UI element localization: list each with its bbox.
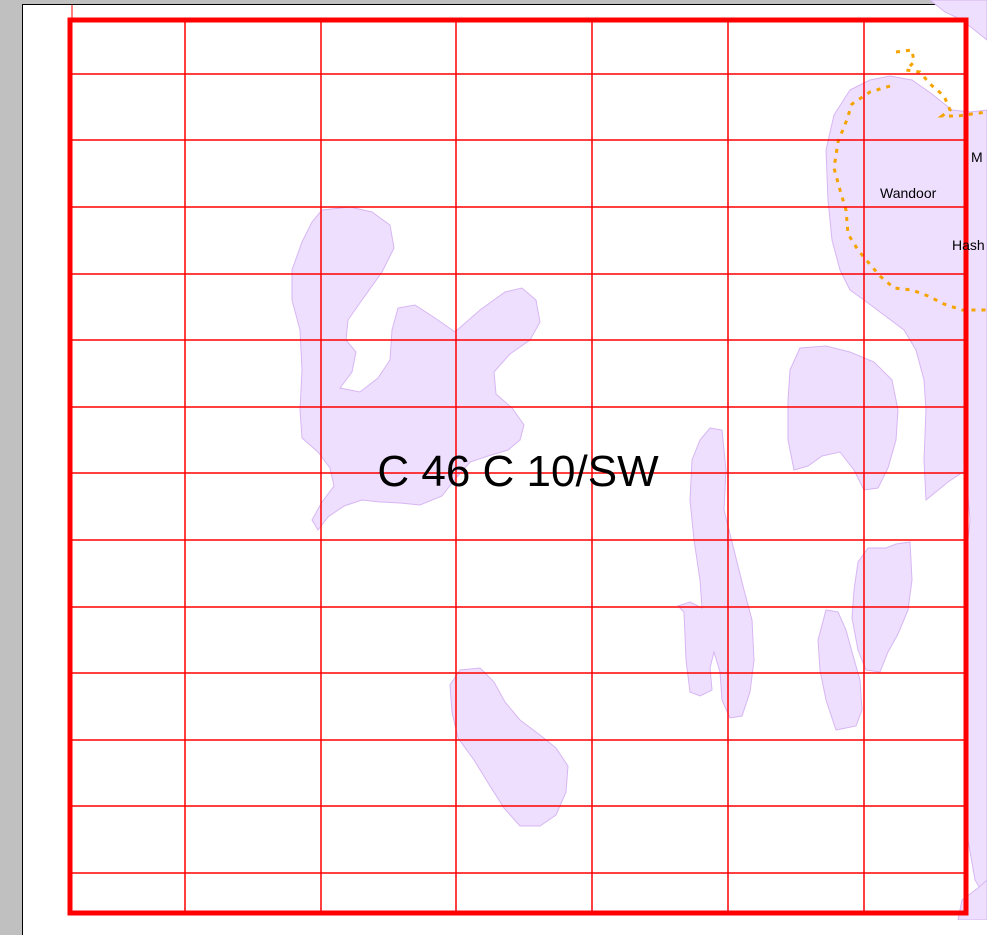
- landmass-narrow-isle: [677, 427, 755, 719]
- sheet-label: C 46 C 10/SW: [377, 447, 659, 496]
- landmass-west-island: [291, 206, 541, 531]
- panchayat-boundary: [895, 48, 987, 118]
- landmass-southeast-isle-b: [817, 609, 863, 731]
- place-label-m: M: [971, 149, 983, 165]
- place-label-hash: Hash: [952, 237, 985, 253]
- landmass-layer: [291, 0, 987, 920]
- place-label-wandoor: Wandoor: [880, 185, 937, 201]
- landmass-south-island: [449, 667, 569, 827]
- sheet-grid: [70, 20, 966, 913]
- sheet-frame: [67, 17, 969, 916]
- boundary-layer: [832, 48, 987, 312]
- landmass-center-east-isle: [787, 345, 899, 491]
- landmass-top-edge: [929, 0, 987, 41]
